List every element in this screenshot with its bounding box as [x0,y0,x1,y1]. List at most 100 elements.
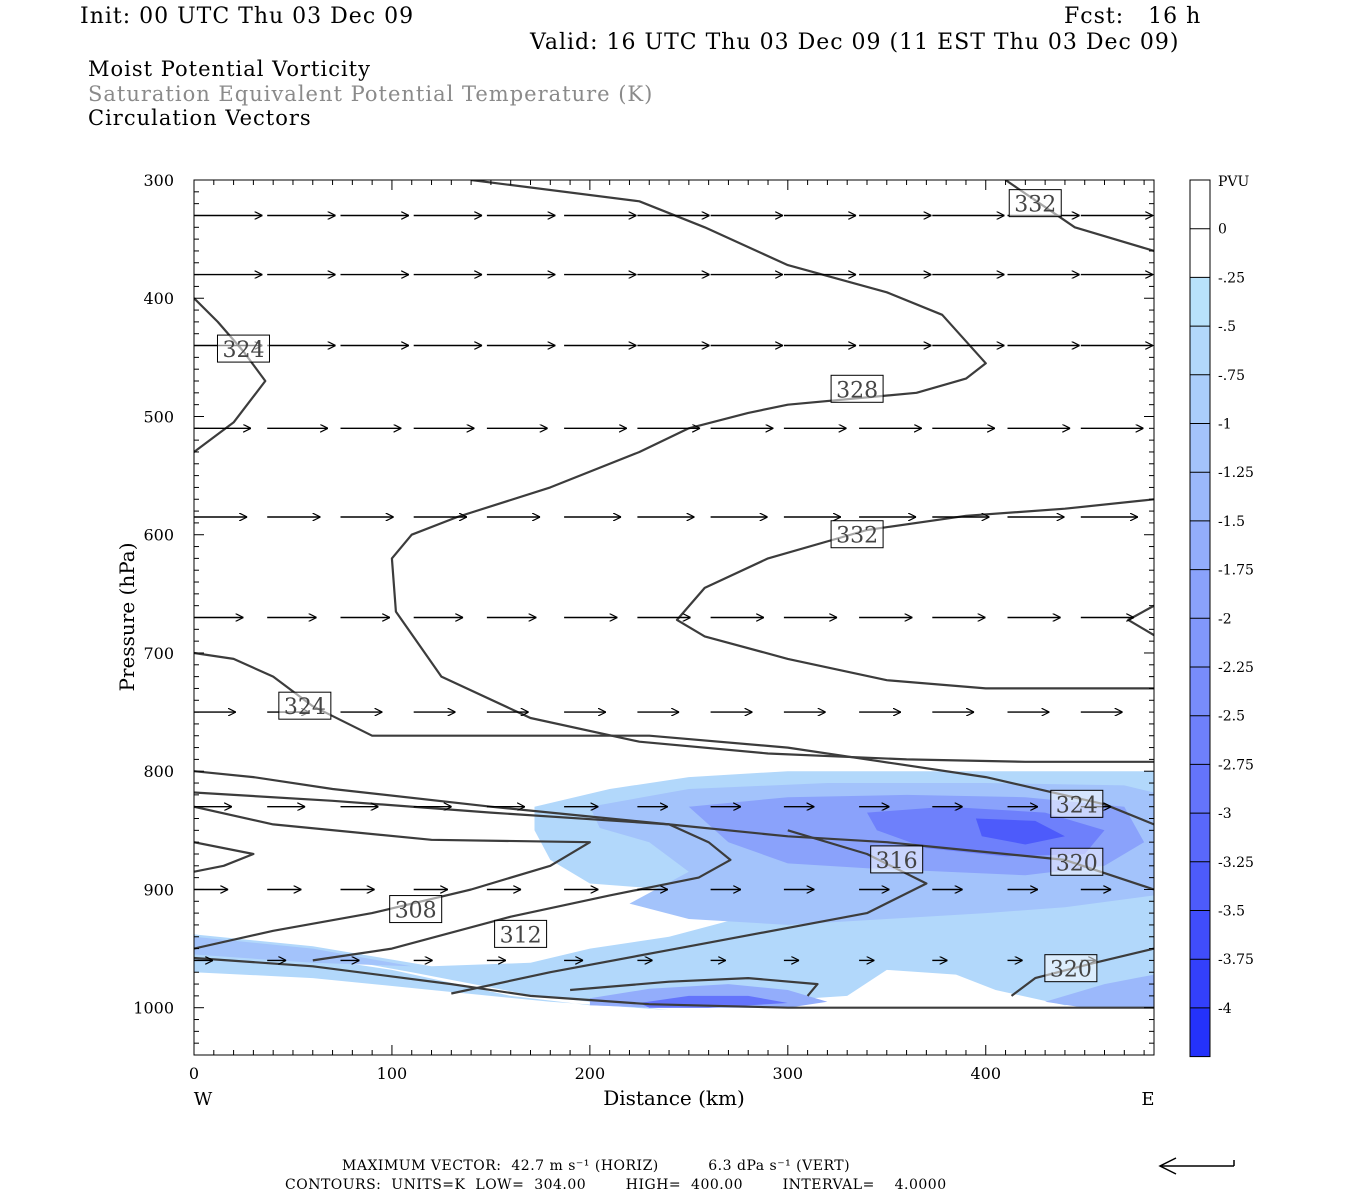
y-tick-label: 1000 [133,999,174,1018]
colorbar-cell [1190,910,1210,960]
contour-label-box [1044,954,1098,983]
colorbar-cell [1190,228,1210,278]
colorbar-label: -1.25 [1218,465,1254,481]
contour-label-box [494,919,548,948]
colorbar-label: -1.75 [1218,563,1254,579]
colorbar-label: -1.5 [1218,514,1245,530]
max-vector-info: MAXIMUM VECTOR: 42.7 m s⁻¹ (HORIZ) 6.3 d… [342,1158,851,1174]
y-tick-label: 300 [143,171,174,190]
colorbar-label: -.5 [1218,319,1236,335]
colorbar-cell [1190,813,1210,862]
colorbar-cell [1190,180,1210,229]
pv-region [975,818,1065,845]
theta-es-contour [390,180,1154,763]
colorbar-unit: PVU [1218,174,1250,190]
colorbar-cell [1190,618,1210,667]
y-axis-label: Pressure (hPa) [115,543,139,692]
colorbar-label: -4 [1218,1001,1232,1017]
colorbar-cell [1190,423,1210,473]
contour-label-text: 332 [1014,193,1056,218]
colorbar-label: -3.25 [1218,855,1254,871]
contour-label: 320 [1044,954,1098,983]
colorbar-cell [1190,764,1210,814]
pv-region [1045,974,1154,1008]
contour-label-text: 320 [1056,851,1098,876]
colorbar-cell [1190,326,1210,375]
x-axis-label: Distance (km) [603,1086,745,1110]
colorbar-cell [1190,959,1210,1008]
theta-es-contour [194,841,255,873]
contour-label-text: 320 [1050,958,1092,983]
colorbar-cell [1190,472,1210,521]
contour-label-box [870,845,924,874]
contour-label-text: 308 [395,899,437,924]
contour-label: 316 [870,845,924,874]
colorbar-label: -3.75 [1218,952,1254,968]
theta-es-contour [1127,604,1154,637]
theta-es-contour [194,805,592,950]
colorbar-label: -2.5 [1218,709,1245,725]
colorbar-cell [1190,667,1210,716]
y-tick-label: 600 [143,526,174,545]
contour-label-box [389,895,443,924]
colorbar-cell [1190,1007,1210,1057]
reference-vector [1158,1157,1235,1175]
colorbar-cell [1190,277,1210,327]
theta-es-contour [570,976,819,997]
contour-label-box [830,520,884,549]
theta-es-contour [451,829,928,995]
contour-label: 324 [216,334,270,363]
y-tick-label: 700 [143,644,174,663]
colorbar-cell [1190,861,1210,911]
theta-es-contour [194,956,1154,1009]
contour-label-text: 328 [836,378,878,403]
colorbar-label: -3.5 [1218,904,1245,920]
contour-label: 328 [830,374,884,403]
theta-es-contour [194,791,732,962]
field-title-2: Saturation Equivalent Potential Temperat… [88,82,654,106]
colorbar-label: -2.25 [1218,660,1254,676]
theta-es-contour [194,651,1154,826]
y-tick-label: 500 [143,407,174,426]
x-tick-label: 400 [970,1064,1001,1083]
colorbar-cell [1190,715,1210,765]
colorbar-label: -3 [1218,806,1232,822]
valid-time: Valid: 16 UTC Thu 03 Dec 09 (11 EST Thu … [530,30,1180,55]
contour-info: CONTOURS: UNITS=K LOW= 304.00 HIGH= 400.… [285,1177,947,1193]
east-label: E [1141,1089,1154,1110]
x-tick-label: 200 [575,1064,606,1083]
contour-label-text: 324 [284,695,326,720]
contour-label-text: 324 [222,338,264,363]
contour-label: 324 [278,691,332,720]
y-tick-label: 400 [143,289,174,308]
colorbar-label: -1 [1218,417,1232,433]
y-tick-label: 900 [143,880,174,899]
contour-label-box [1008,189,1062,218]
colorbar-label: -2 [1218,611,1232,627]
colorbar-label: -.75 [1218,368,1245,384]
contour-label-box [830,374,884,403]
contour-label: 332 [1008,189,1062,218]
colorbar-label: 0 [1218,222,1227,238]
x-tick-label: 100 [377,1064,408,1083]
forecast-hour: Fcst: 16 h [1064,4,1202,29]
contour-label-box [1050,847,1104,876]
contour-label: 332 [830,520,884,549]
contour-label-box [216,334,270,363]
contour-label: 324 [1050,789,1104,818]
contour-label-box [278,691,332,720]
x-tick-label: 0 [189,1064,199,1083]
theta-es-contour [675,498,1154,690]
theta-es-contour [194,297,267,453]
colorbar-label: -2.75 [1218,757,1254,773]
contour-label-text: 312 [500,923,542,948]
x-tick-label: 300 [773,1064,804,1083]
colorbar-label: -.25 [1218,270,1245,286]
west-label: W [194,1089,213,1110]
field-title-1: Moist Potential Vorticity [88,57,371,81]
init-time: Init: 00 UTC Thu 03 Dec 09 [80,4,415,29]
colorbar-cell [1190,374,1210,424]
contour-label-box [1050,789,1104,818]
colorbar-cell [1190,569,1210,619]
